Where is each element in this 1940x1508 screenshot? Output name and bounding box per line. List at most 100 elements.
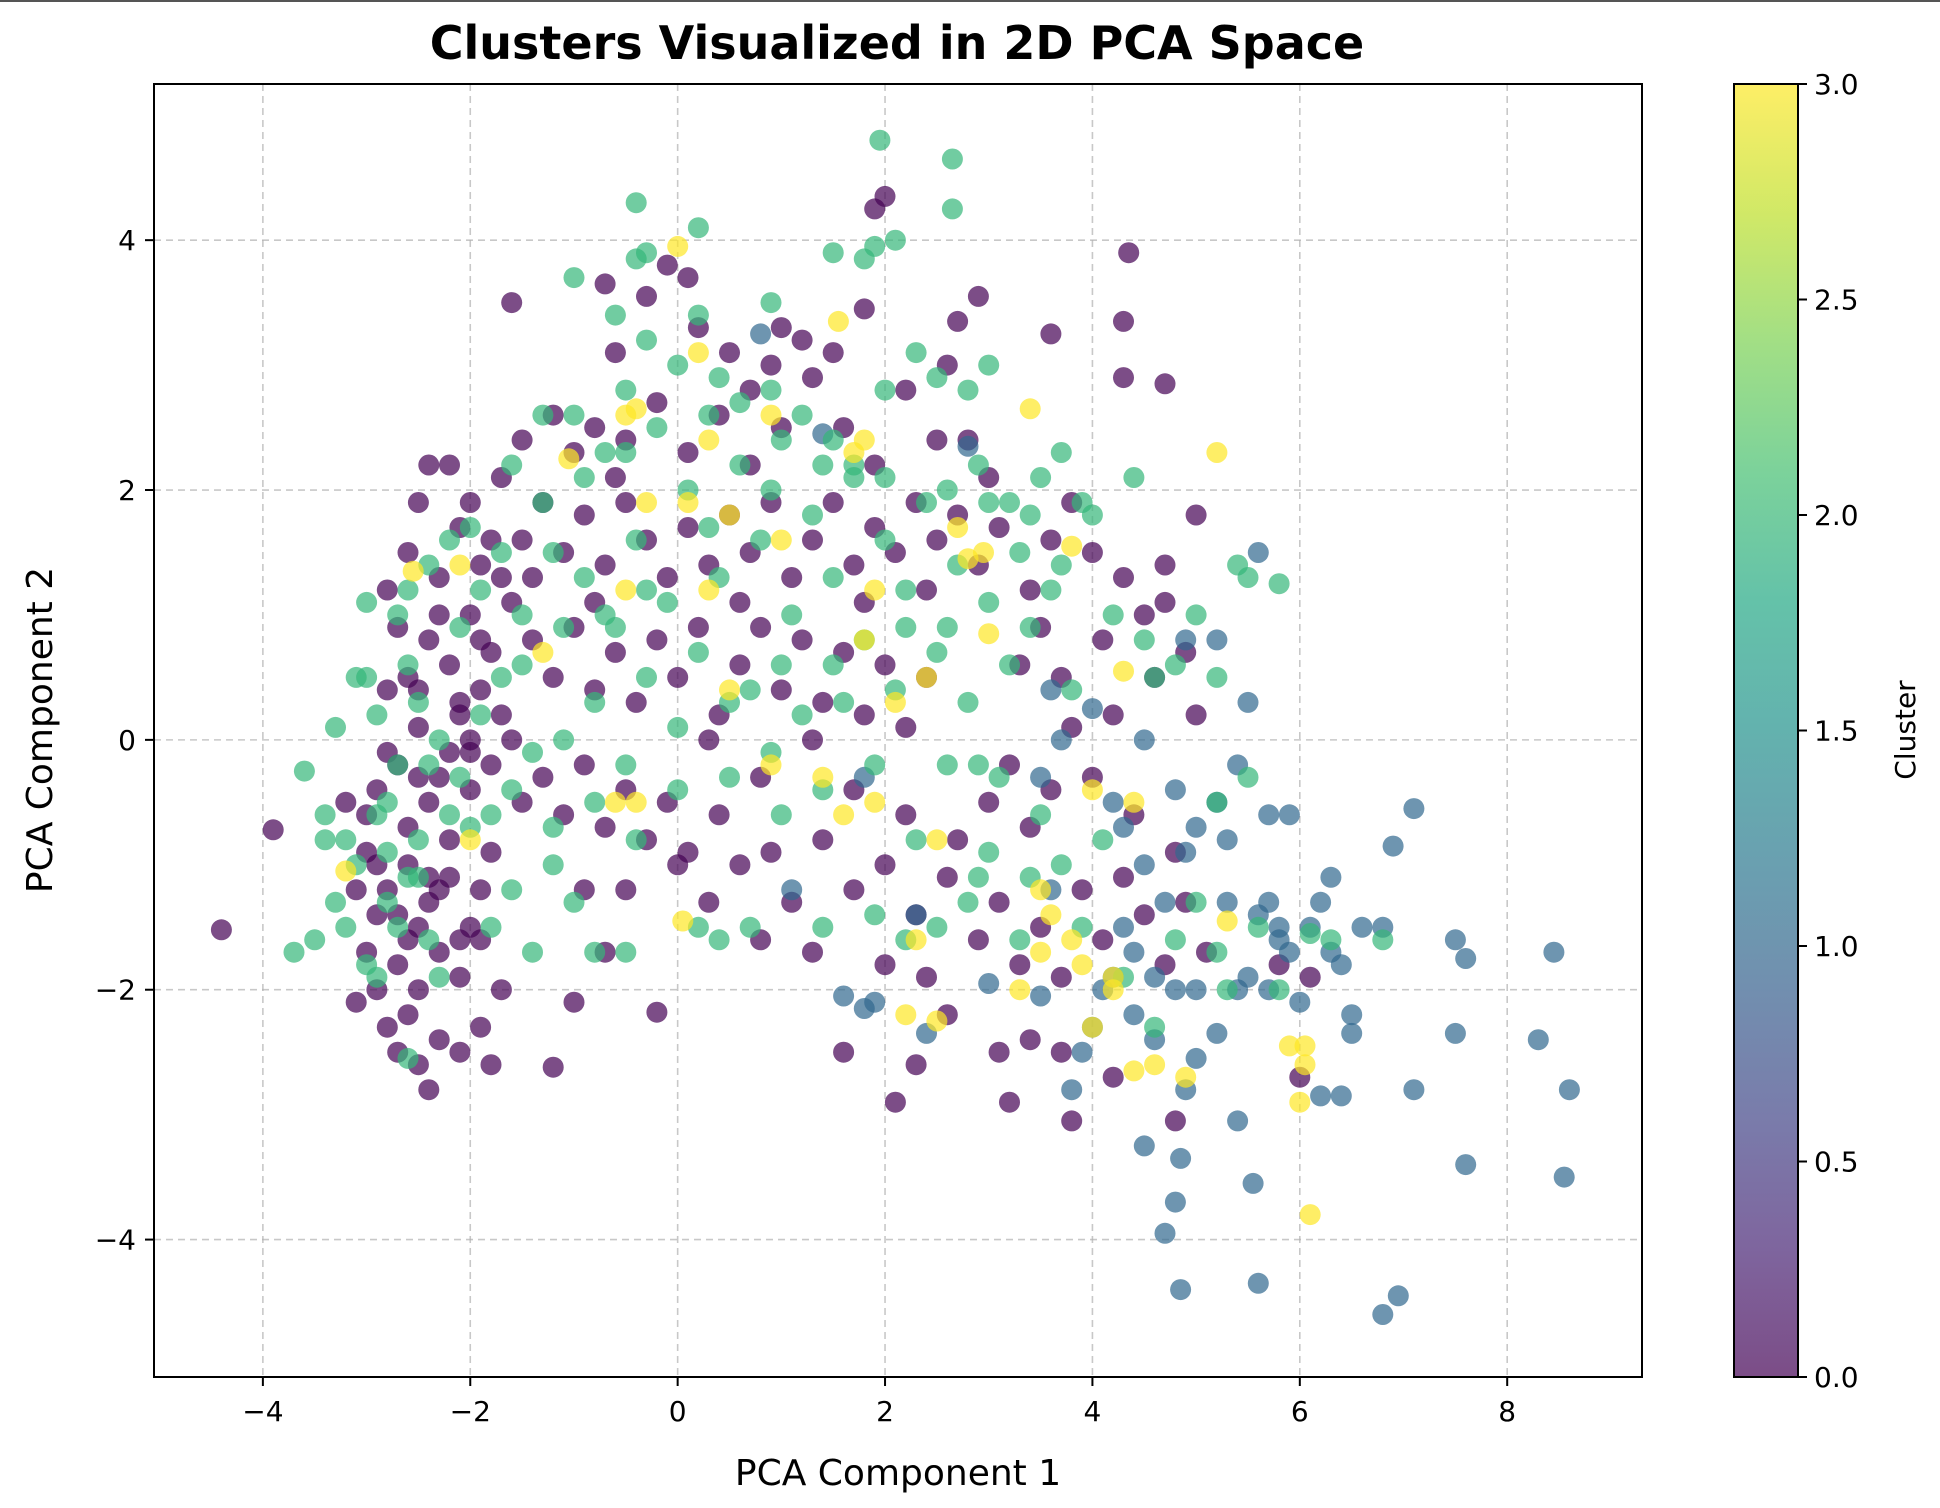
data-point-cluster-2: [1247, 916, 1269, 938]
data-point-cluster-2: [967, 754, 989, 776]
data-point-cluster-0: [677, 517, 699, 538]
data-point-cluster-2: [874, 379, 896, 401]
data-point-cluster-2: [708, 929, 730, 951]
data-point-cluster-3: [895, 1004, 917, 1026]
data-point-cluster-0: [439, 654, 460, 676]
data-point-cluster-0: [770, 317, 792, 339]
data-point-cluster-2: [1237, 766, 1259, 788]
data-point-cluster-2: [1050, 442, 1072, 463]
data-point-cluster-2: [869, 129, 891, 151]
data-point-cluster-0: [376, 579, 398, 601]
data-point-cluster-0: [874, 854, 896, 876]
data-point-cluster-0: [926, 529, 948, 551]
data-point-cluster-2: [594, 442, 616, 463]
data-point-cluster-2: [978, 492, 1000, 513]
data-point-cluster-1: [957, 435, 979, 457]
data-point-cluster-3: [672, 910, 694, 932]
data-point-cluster-0: [470, 679, 492, 701]
data-point-cluster-0: [459, 492, 481, 513]
data-point-cluster-3: [1061, 929, 1083, 951]
x-axis-label: PCA Component 1: [735, 1453, 1061, 1494]
data-point-cluster-0: [449, 966, 471, 988]
data-point-cluster-2: [719, 766, 740, 788]
data-point-cluster-0: [1071, 879, 1093, 901]
data-point-cluster-2: [770, 804, 792, 826]
data-point-cluster-0: [542, 666, 564, 688]
data-point-cluster-2: [335, 916, 357, 938]
data-point-cluster-1: [1289, 991, 1311, 1013]
data-point-cluster-0: [1092, 629, 1114, 651]
data-point-cluster-3: [926, 1010, 948, 1032]
data-point-cluster-0: [1019, 1029, 1041, 1051]
data-point-cluster-2: [802, 504, 823, 526]
data-point-cluster-0: [967, 929, 989, 951]
data-point-cluster-2: [822, 242, 844, 264]
data-point-cluster-2: [770, 429, 792, 451]
data-point-cluster-1: [1455, 948, 1477, 969]
data-point-cluster-2: [1268, 979, 1290, 1001]
data-point-cluster-2: [729, 454, 751, 476]
data-point-cluster-3: [449, 554, 471, 576]
data-point-cluster-3: [1123, 791, 1145, 813]
data-point-cluster-3: [1144, 1054, 1166, 1076]
data-point-cluster-0: [667, 854, 689, 876]
data-point-cluster-2: [874, 529, 896, 551]
data-point-cluster-2: [542, 816, 564, 838]
data-point-cluster-0: [1009, 954, 1031, 976]
data-point-cluster-3: [1294, 1035, 1316, 1057]
data-point-cluster-2: [636, 579, 657, 601]
data-point-cluster-3: [719, 679, 740, 701]
data-point-cluster-0: [791, 329, 813, 351]
data-point-cluster-3: [770, 529, 792, 551]
data-point-cluster-0: [1050, 1041, 1072, 1063]
data-point-cluster-3: [853, 629, 875, 651]
data-point-cluster-1: [1387, 1285, 1409, 1307]
x-tick-label: 2: [876, 1395, 894, 1428]
data-point-cluster-0: [843, 554, 865, 576]
data-point-cluster-0: [1061, 1110, 1083, 1132]
data-point-cluster-0: [708, 804, 730, 826]
data-point-cluster-2: [687, 641, 709, 663]
data-point-cluster-3: [1071, 954, 1093, 976]
data-point-cluster-0: [999, 1091, 1020, 1113]
data-point-cluster-0: [449, 691, 471, 713]
data-point-cluster-2: [1019, 504, 1041, 526]
data-point-cluster-0: [210, 919, 232, 941]
data-point-cluster-2: [1040, 579, 1062, 601]
data-point-cluster-2: [376, 891, 398, 913]
data-point-cluster-0: [407, 979, 429, 1001]
data-point-cluster-0: [895, 379, 917, 401]
data-point-cluster-2: [978, 591, 1000, 613]
data-point-cluster-2: [1144, 1016, 1166, 1038]
data-point-cluster-1: [1341, 1004, 1363, 1026]
data-point-cluster-0: [926, 429, 948, 451]
data-point-cluster-2: [636, 666, 657, 688]
data-point-cluster-0: [1299, 966, 1321, 988]
data-point-cluster-2: [532, 404, 554, 426]
data-point-cluster-0: [1133, 904, 1155, 926]
data-point-cluster-2: [573, 467, 595, 488]
data-point-cluster-1: [905, 904, 927, 926]
data-point-cluster-0: [397, 542, 419, 563]
data-point-cluster-0: [853, 704, 875, 726]
data-point-cluster-0: [470, 879, 492, 901]
colorbar-tick-label: 1.5: [1814, 715, 1859, 748]
data-point-cluster-2: [439, 804, 460, 826]
colorbar-tick-label: 1.0: [1814, 930, 1859, 963]
data-point-cluster-0: [428, 1029, 450, 1051]
data-point-cluster-0: [884, 1091, 906, 1113]
data-point-cluster-1: [1455, 1154, 1477, 1176]
data-point-cluster-1: [1164, 979, 1186, 1001]
data-point-cluster-3: [1061, 535, 1083, 557]
data-point-cluster-1: [1242, 1172, 1264, 1194]
data-point-cluster-0: [1040, 323, 1062, 345]
y-tick-label: 2: [118, 474, 136, 507]
data-point-cluster-0: [604, 467, 626, 488]
data-point-cluster-3: [1040, 904, 1062, 926]
data-point-cluster-2: [366, 804, 388, 826]
data-point-cluster-2: [501, 779, 523, 801]
data-point-cluster-1: [1527, 1029, 1549, 1051]
data-point-cluster-0: [916, 966, 937, 988]
data-point-cluster-2: [1030, 804, 1052, 826]
data-point-cluster-2: [532, 492, 554, 513]
